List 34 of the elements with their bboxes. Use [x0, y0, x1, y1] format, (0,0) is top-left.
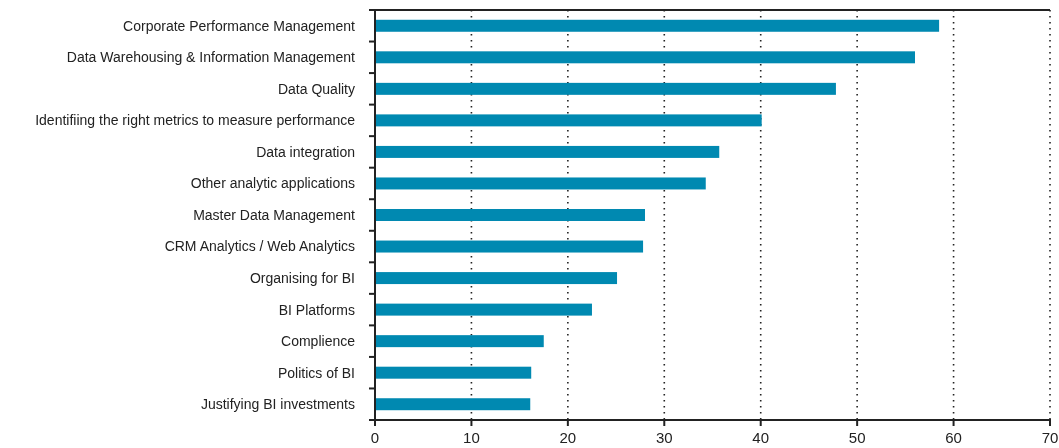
x-tick-label: 0 — [370, 429, 380, 446]
y-tick-label: Politics of BI — [277, 364, 355, 381]
y-tick-label: CRM Analytics / Web Analytics — [164, 238, 355, 255]
bar — [375, 335, 544, 348]
y-tick-label: Other analytic applications — [190, 175, 355, 192]
x-tick-label: 30 — [655, 429, 673, 446]
x-tick-label: 50 — [848, 429, 866, 446]
bar — [375, 272, 618, 285]
bar — [375, 398, 531, 411]
y-tick-label: Data Warehousing & Information Management — [66, 49, 356, 66]
bar — [375, 145, 720, 158]
y-tick-label: Complience — [281, 333, 356, 350]
y-tick-label: Organising for BI — [249, 269, 355, 286]
bar — [375, 114, 762, 127]
y-tick-label: Corporate Performance Management — [123, 17, 356, 34]
x-tick-label: 10 — [463, 429, 480, 446]
x-tick-label: 20 — [559, 429, 577, 446]
y-tick-label: Data integration — [256, 143, 355, 160]
y-tick-label: Master Data Management — [193, 206, 356, 223]
bar — [375, 240, 644, 253]
bar — [375, 366, 532, 379]
bar — [375, 82, 836, 95]
y-tick-label: Data Quality — [277, 80, 355, 97]
x-tick-label: 70 — [1041, 429, 1059, 446]
bar — [375, 51, 915, 64]
bar — [375, 209, 645, 221]
bar — [375, 177, 706, 190]
bar — [375, 19, 940, 32]
y-tick-label: BI Platforms — [278, 301, 355, 318]
x-tick-label: 40 — [752, 429, 770, 446]
bar — [375, 303, 592, 316]
x-tick-label: 60 — [945, 429, 962, 446]
y-tick-label: Justifying BI investments — [200, 396, 355, 413]
y-tick-label: Identifiing the right metrics to measure performance — [35, 112, 356, 129]
